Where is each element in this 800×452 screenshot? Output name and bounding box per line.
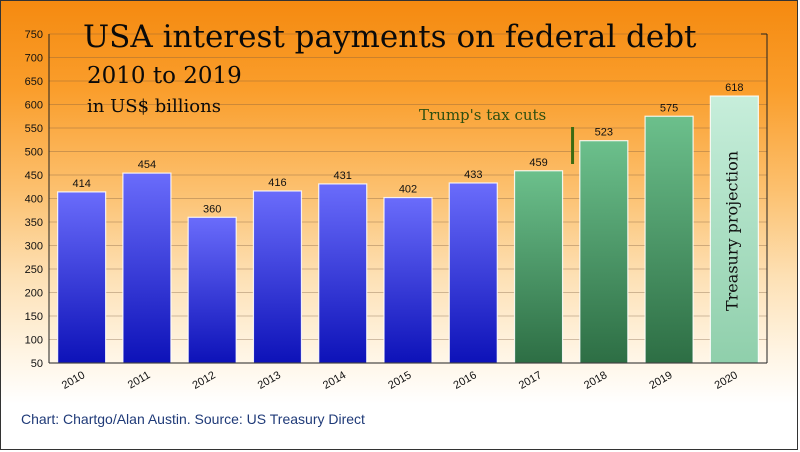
data-label-2012: 360 — [203, 203, 221, 215]
bar-2010 — [57, 191, 107, 364]
x-tick-label-2010: 2010 — [60, 369, 87, 392]
y-tick-label: 350 — [25, 217, 43, 229]
data-label-2020: 618 — [725, 82, 743, 94]
x-tick-label-2011: 2011 — [126, 369, 152, 391]
bar-2013 — [252, 190, 303, 364]
data-label-2010: 414 — [72, 178, 90, 190]
y-tick-label: 100 — [25, 335, 43, 347]
y-tick-label: 450 — [25, 170, 43, 182]
tax-cuts-annotation: Trump's tax cuts — [419, 106, 547, 124]
y-tick-label: 600 — [25, 100, 43, 112]
data-label-2018: 523 — [595, 127, 613, 139]
y-tick-label: 750 — [25, 29, 43, 41]
projection-label: Treasury projection — [722, 150, 742, 312]
y-tick-label: 150 — [25, 311, 43, 323]
x-tick-label-2019: 2019 — [647, 369, 674, 392]
y-tick-label: 50 — [31, 358, 43, 370]
data-labels: 414 454 360 416 431 402 433 459 523 575 618 — [72, 82, 743, 215]
y-tick-label: 300 — [25, 241, 43, 253]
bar-2016 — [448, 182, 498, 364]
data-label-2015: 402 — [399, 184, 417, 196]
data-label-2013: 416 — [268, 177, 286, 189]
y-tick-label: 500 — [25, 147, 43, 159]
y-tick-label: 550 — [25, 123, 43, 135]
bar-2019 — [644, 115, 694, 364]
bar-2012 — [187, 216, 237, 364]
x-tick-label-2017: 2017 — [517, 369, 544, 392]
y-tick-label: 700 — [25, 53, 43, 65]
y-tick-label: 650 — [25, 76, 43, 88]
x-tick-label-2012: 2012 — [190, 369, 217, 392]
bar-2014 — [318, 183, 368, 364]
chart-title: USA interest payments on federal debt — [83, 19, 697, 55]
data-label-2016: 433 — [464, 169, 482, 181]
bar-2017 — [513, 170, 564, 364]
bar-2015 — [383, 196, 433, 364]
data-label-2019: 575 — [660, 102, 678, 114]
x-tick-label-2014: 2014 — [321, 369, 348, 392]
x-tick-label-2020: 2020 — [713, 369, 740, 392]
chart-subtitle: 2010 to 2019 — [87, 63, 242, 89]
y-tick-label: 200 — [25, 288, 43, 300]
data-label-2017: 459 — [529, 157, 547, 169]
bar-2018 — [579, 140, 629, 364]
bar-2020 — [709, 95, 759, 364]
bars — [57, 95, 759, 364]
unit-label: in US$ billions — [87, 96, 221, 117]
x-tick-label-2016: 2016 — [452, 369, 479, 392]
data-label-2014: 431 — [334, 170, 352, 182]
source-credit: Chart: Chartgo/Alan Austin. Source: US T… — [21, 411, 365, 427]
x-tick-label-2015: 2015 — [386, 369, 413, 392]
y-tick-label: 400 — [25, 194, 43, 206]
data-label-2011: 454 — [138, 159, 156, 171]
x-tick-label-2018: 2018 — [582, 369, 609, 392]
x-tick-label-2013: 2013 — [256, 369, 283, 392]
bar-2011 — [122, 172, 172, 364]
y-tick-label: 250 — [25, 264, 43, 276]
